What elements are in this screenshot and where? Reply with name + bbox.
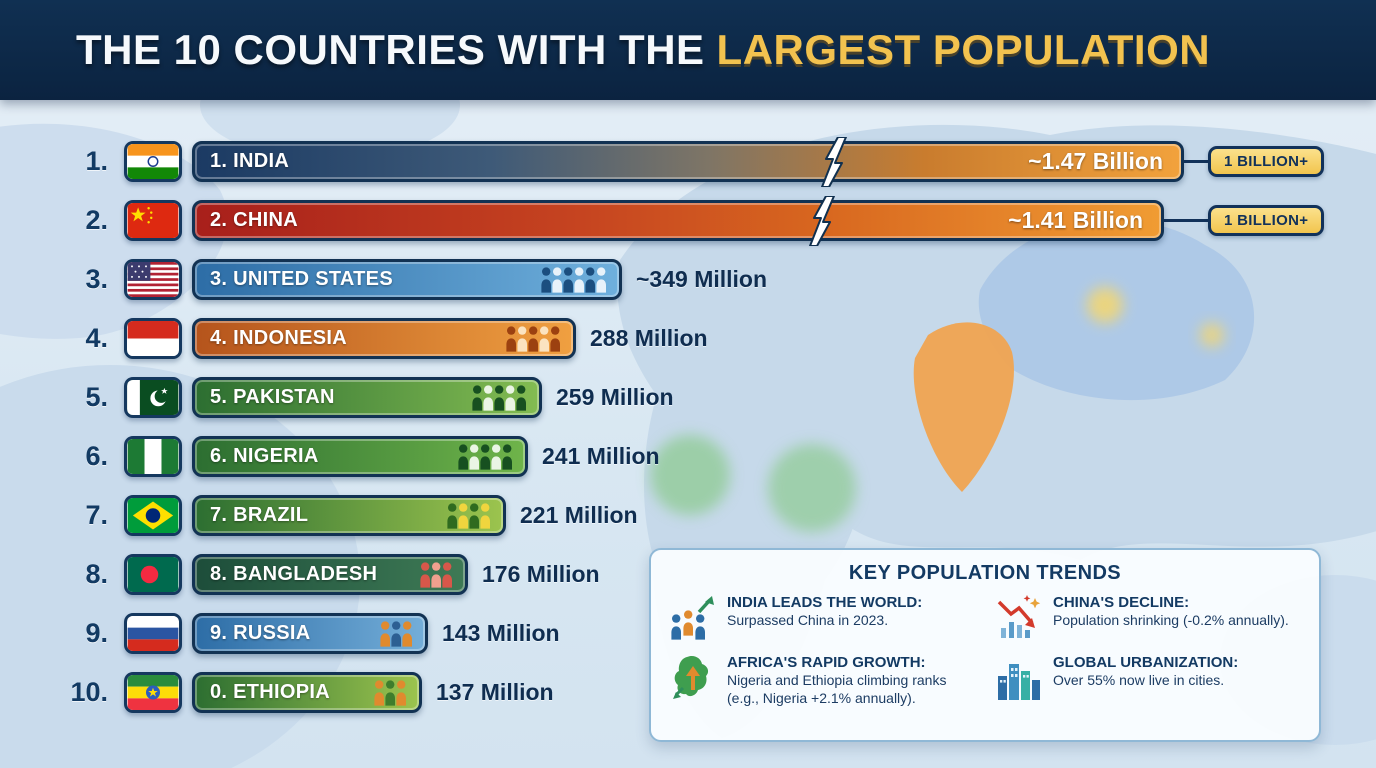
country-row-india: 1. 1. INDIA ~1.47 Billion 1 BILLION+ — [0, 132, 1376, 191]
people-icon — [472, 384, 526, 411]
trend-body: Population shrinking (-0.2% annually). — [1053, 612, 1289, 628]
page-title-accent: LARGEST POPULATION — [716, 26, 1211, 73]
badge-connector — [1184, 160, 1208, 163]
flag-china-icon — [124, 200, 182, 241]
country-label: 6. NIGERIA — [210, 445, 319, 467]
decline-chart-icon — [997, 595, 1041, 638]
population-bar: 0. ETHIOPIA — [192, 672, 422, 713]
rank-label: 5. — [85, 382, 108, 412]
population-value: 241 Million — [542, 443, 660, 469]
population-value: 143 Million — [442, 620, 560, 646]
trend-heading: CHINA'S DECLINE: — [1053, 594, 1190, 611]
country-row-brazil: 7. 7. BRAZIL 221 Million — [0, 486, 1376, 545]
population-value: ~349 Million — [636, 266, 768, 292]
rank-label: 4. — [85, 323, 108, 353]
billion-badge: 1 BILLION+ — [1208, 205, 1325, 236]
flag-bangladesh-icon — [124, 554, 182, 595]
people-icon — [380, 620, 412, 647]
country-label: 2. CHINA — [210, 209, 298, 231]
country-label: 4. INDONESIA — [210, 327, 347, 349]
trend-item-india: INDIA LEADS THE WORLD: Surpassed China i… — [669, 594, 975, 642]
page-title: THE 10 COUNTRIES WITH THE LARGEST POPULAT… — [76, 26, 1210, 74]
country-row-china: 2. 2. CHINA ~1.41 Billion 1 BILLION+ — [0, 191, 1376, 250]
people-icon — [447, 502, 490, 529]
country-label: 3. UNITED STATES — [210, 268, 393, 290]
country-label: 0. ETHIOPIA — [210, 681, 330, 703]
population-bar: 9. RUSSIA — [192, 613, 428, 654]
axis-break-icon — [808, 196, 835, 246]
rank-label: 8. — [85, 559, 108, 589]
growth-people-icon — [671, 596, 714, 640]
population-bar: 5. PAKISTAN — [192, 377, 542, 418]
rank-label: 3. — [85, 264, 108, 294]
country-row-nigeria: 6. 6. NIGERIA 241 Million — [0, 427, 1376, 486]
people-icon — [541, 266, 606, 293]
population-bar: 1. INDIA ~1.47 Billion — [192, 137, 1184, 187]
rank-label: 1. — [85, 146, 108, 176]
trends-title: KEY POPULATION TRENDS — [848, 562, 1122, 584]
country-row-united-states: 3. 3. UNITED STATES ~349 Million — [0, 250, 1376, 309]
population-value: 221 Million — [520, 502, 638, 528]
rank-label: 6. — [85, 441, 108, 471]
flag-ethiopia-icon — [124, 672, 182, 713]
people-icon — [458, 443, 512, 470]
rank-label: 9. — [85, 618, 108, 648]
flag-india-icon — [124, 141, 182, 182]
flag-united-states-icon — [124, 259, 182, 300]
population-value: 176 Million — [482, 561, 600, 587]
rank-label: 2. — [85, 205, 108, 235]
people-icon — [420, 561, 452, 588]
trend-item-urbanization: GLOBAL URBANIZATION: Over 55% now live i… — [995, 654, 1301, 707]
badge-connector — [1164, 219, 1208, 222]
billion-badge: 1 BILLION+ — [1208, 146, 1325, 177]
flag-indonesia-icon — [124, 318, 182, 359]
country-label: 5. PAKISTAN — [210, 386, 335, 408]
population-bar: 3. UNITED STATES — [192, 259, 622, 300]
population-bar: 6. NIGERIA — [192, 436, 528, 477]
trend-body: Nigeria and Ethiopia climbing ranks (e.g… — [727, 672, 947, 706]
people-icon — [374, 679, 406, 706]
trend-heading: AFRICA'S RAPID GROWTH: — [727, 654, 926, 671]
population-value: 259 Million — [556, 384, 674, 410]
trend-heading: GLOBAL URBANIZATION: — [1053, 654, 1239, 671]
flag-russia-icon — [124, 613, 182, 654]
page-title-main: THE 10 COUNTRIES WITH THE — [76, 26, 705, 73]
population-bar: 7. BRAZIL — [192, 495, 506, 536]
trend-body: Over 55% now live in cities. — [1053, 672, 1225, 688]
population-value: ~1.41 Billion — [1008, 207, 1143, 233]
population-value: ~1.47 Billion — [1028, 148, 1163, 174]
country-row-pakistan: 5. 5. PAKISTAN 259 Million — [0, 368, 1376, 427]
population-bar: 2. CHINA ~1.41 Billion — [192, 196, 1164, 246]
country-row-indonesia: 4. 4. INDONESIA 288 Million — [0, 309, 1376, 368]
axis-break-icon — [821, 137, 848, 187]
trend-item-china: CHINA'S DECLINE: Population shrinking (-… — [995, 594, 1301, 642]
rank-label: 7. — [85, 500, 108, 530]
people-icon — [506, 325, 560, 352]
country-label: 7. BRAZIL — [210, 504, 309, 526]
city-buildings-icon — [998, 664, 1040, 700]
flag-brazil-icon — [124, 495, 182, 536]
trend-item-africa: AFRICA'S RAPID GROWTH: Nigeria and Ethio… — [669, 654, 975, 707]
header-banner: THE 10 COUNTRIES WITH THE LARGEST POPULAT… — [0, 0, 1376, 100]
country-label: 9. RUSSIA — [210, 622, 311, 644]
africa-map-icon — [673, 655, 709, 699]
flag-pakistan-icon — [124, 377, 182, 418]
key-trends-panel: KEY POPULATION TRENDS INDIA LEADS THE WO… — [649, 548, 1321, 742]
population-bar: 4. INDONESIA — [192, 318, 576, 359]
trend-body: Surpassed China in 2023. — [727, 612, 889, 628]
trend-heading: INDIA LEADS THE WORLD: — [727, 594, 923, 611]
population-value: 288 Million — [590, 325, 708, 351]
rank-label: 10. — [70, 677, 108, 707]
population-bar: 8. BANGLADESH — [192, 554, 468, 595]
population-value: 137 Million — [436, 679, 554, 705]
flag-nigeria-icon — [124, 436, 182, 477]
country-label: 8. BANGLADESH — [210, 563, 378, 585]
country-label: 1. INDIA — [210, 150, 290, 172]
